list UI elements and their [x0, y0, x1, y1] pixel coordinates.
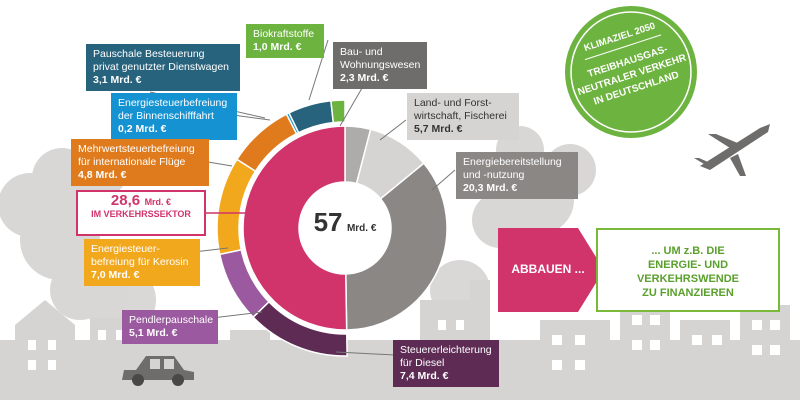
- label-energie: Energiebereitstellung und -nutzung 20,3 …: [456, 152, 578, 199]
- verkehrssektor-box: 28,6 Mrd. € IM VERKEHRSSEKTOR: [76, 190, 206, 236]
- verkehrssektor-label: IM VERKEHRSSEKTOR: [91, 209, 191, 219]
- label-name: Energiesteuerbefreiung der Binnenschifff…: [118, 97, 228, 122]
- label-bau: Bau- und Wohnungswesen 2,3 Mrd. €: [333, 42, 427, 89]
- airplane-icon: [694, 124, 770, 176]
- label-fluege: Mehrwertsteuerbefreiung für internationa…: [71, 139, 209, 186]
- label-diesel: Steuererleichterung für Diesel 7,4 Mrd. …: [393, 340, 499, 387]
- goal-text: ... UM z.B. DIE ENERGIE- UND VERKEHRSWEN…: [636, 245, 740, 299]
- outer-slice-6: [330, 99, 346, 124]
- center-value: 57: [313, 207, 343, 237]
- klimaziel-badge: KLIMAZIEL 2050 TREIBHAUSGAS- NEUTRALER V…: [565, 6, 697, 138]
- label-binnenschifffahrt: Energiesteuerbefreiung der Binnenschifff…: [111, 93, 237, 140]
- label-land: Land- und Forst- wirtschaft, Fischerei 5…: [407, 93, 519, 140]
- donut-center-label: 57 Mrd. €: [300, 207, 390, 238]
- verkehrssektor-unit: Mrd. €: [144, 197, 172, 207]
- label-value: 5,7 Mrd. €: [414, 123, 463, 135]
- abbauen-arrow: [498, 228, 604, 312]
- label-value: 1,0 Mrd. €: [253, 41, 302, 53]
- goal-box: [596, 228, 780, 312]
- label-name: Pauschale Besteuerung privat genutzter D…: [93, 48, 229, 73]
- label-value: 7,4 Mrd. €: [400, 370, 449, 382]
- verkehrssektor-value: 28,6: [110, 192, 141, 209]
- label-name: Bau- und Wohnungswesen: [340, 46, 421, 71]
- center-unit: Mrd. €: [346, 223, 377, 234]
- label-value: 2,3 Mrd. €: [340, 72, 389, 84]
- label-value: 4,8 Mrd. €: [78, 169, 127, 181]
- donut-hole: [299, 182, 391, 274]
- label-pendlerpauschale: Pendlerpauschale 5,1 Mrd. €: [122, 310, 218, 344]
- label-value: 3,1 Mrd. €: [93, 74, 142, 86]
- label-value: 20,3 Mrd. €: [463, 182, 518, 194]
- label-name: Mehrwertsteuerbefreiung für internationa…: [78, 143, 195, 168]
- label-name: Biokraftstoffe: [253, 28, 315, 40]
- label-value: 7,0 Mrd. €: [91, 269, 140, 281]
- label-name: Steuererleichterung für Diesel: [400, 344, 492, 369]
- car-icon: [122, 356, 194, 386]
- label-name: Land- und Forst- wirtschaft, Fischerei: [414, 97, 507, 122]
- label-value: 0,2 Mrd. €: [118, 123, 167, 135]
- label-kerosin: Energiesteuer- befreiung für Kerosin 7,0…: [84, 239, 200, 286]
- abbauen-text: ABBAUEN ...: [511, 262, 585, 276]
- label-dienstwagen: Pauschale Besteuerung privat genutzter D…: [86, 44, 240, 91]
- label-name: Pendlerpauschale: [129, 314, 214, 326]
- label-name: Energiesteuer- befreiung für Kerosin: [91, 243, 189, 268]
- label-name: Energiebereitstellung und -nutzung: [463, 156, 562, 181]
- label-value: 5,1 Mrd. €: [129, 327, 178, 339]
- label-biokraftstoffe: Biokraftstoffe 1,0 Mrd. €: [246, 24, 324, 58]
